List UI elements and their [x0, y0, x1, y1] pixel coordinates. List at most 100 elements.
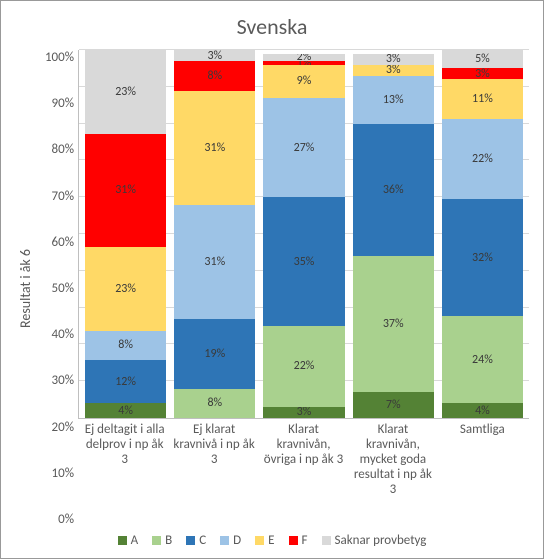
segment-D: 31%: [174, 205, 255, 319]
legend-swatch: [255, 536, 264, 545]
data-label: 2%: [297, 54, 312, 61]
data-label: 35%: [294, 255, 315, 269]
bar-0: 4%0%12%8%23%31%23%: [85, 50, 166, 418]
x-label-0: Ej deltagit i alla delprov i np åk 3: [84, 423, 165, 527]
data-label: 9%: [297, 74, 312, 88]
data-label: 12%: [115, 375, 136, 389]
data-label: 8%: [207, 396, 222, 410]
data-label: 3%: [297, 407, 312, 418]
data-label: 31%: [115, 183, 136, 197]
segment-F: 8%: [174, 61, 255, 90]
data-label: 31%: [204, 141, 225, 155]
bar-3: 7%37%36%13%3%0%3%: [353, 50, 434, 418]
segment-Saknar provbetyg: 3%: [174, 50, 255, 61]
segment-Saknar provbetyg: 3%: [353, 54, 434, 65]
data-label: 3%: [207, 50, 222, 61]
y-tick-label: 50%: [36, 281, 74, 296]
data-label: 1%: [297, 61, 312, 65]
legend-label: Saknar provbetyg: [335, 533, 427, 548]
legend-item-B: B: [152, 533, 172, 548]
segment-D: 22%: [442, 119, 523, 199]
y-tick-label: 70%: [36, 189, 74, 204]
data-label: 32%: [472, 251, 493, 265]
data-label: 24%: [472, 353, 493, 367]
x-label-1: Ej klarat kravnivå i np åk 3: [173, 423, 254, 527]
y-tick-label: 10%: [36, 466, 74, 481]
data-label: 37%: [383, 317, 404, 331]
y-axis-ticks: 100% 90% 80% 70% 60% 50% 40% 30% 20% 10% 0%: [36, 50, 78, 527]
segment-A: 3%: [263, 407, 344, 418]
legend: AB C D E F Saknar provbetyg: [15, 527, 529, 548]
y-tick-label: 60%: [36, 235, 74, 250]
legend-swatch: [322, 536, 331, 545]
segment-E: 31%: [174, 91, 255, 205]
data-label: 22%: [472, 152, 493, 166]
legend-swatch: [186, 536, 195, 545]
segment-E: 9%: [263, 65, 344, 98]
y-axis-label: Resultat i åk 6: [15, 50, 36, 527]
segment-Saknar provbetyg: 23%: [85, 50, 166, 134]
segment-E: 23%: [85, 247, 166, 331]
data-label: 23%: [115, 85, 136, 99]
bar-2: 3% 22% 35% 27% 9% 1%2%: [263, 50, 344, 418]
data-label: 13%: [383, 93, 404, 107]
data-label: 36%: [383, 183, 404, 197]
segment-B: 24%: [442, 316, 523, 403]
segment-F: 1%: [263, 61, 344, 65]
legend-label: A: [131, 533, 139, 548]
legend-item-Saknar provbetyg: Saknar provbetyg: [322, 533, 427, 548]
data-label: 4%: [118, 404, 133, 418]
segment-C: 12%: [85, 360, 166, 404]
segment-D: 8%: [85, 331, 166, 360]
legend-label: C: [199, 533, 206, 548]
legend-item-F: F: [289, 533, 308, 548]
data-label: 19%: [204, 347, 225, 361]
segment-E: 11%: [442, 79, 523, 119]
segment-F: 31%: [85, 134, 166, 247]
y-tick-label: 100%: [36, 50, 74, 65]
data-label: 4%: [475, 404, 490, 418]
legend-item-D: D: [220, 533, 241, 548]
chart-container: Svenska Resultat i åk 6 100%90%80%70%60%…: [0, 0, 544, 559]
data-label: 3%: [386, 65, 401, 76]
x-axis: Ej deltagit i alla delprov i np åk 3Ej k…: [78, 419, 529, 527]
segment-A: 4%: [442, 403, 523, 418]
y-tick-label: 20%: [36, 420, 74, 435]
y-tick-label: 40%: [36, 327, 74, 342]
legend-swatch: [220, 536, 229, 545]
bar-1: 0%8%19%31%31%8%3%: [174, 50, 255, 418]
segment-B: 8%: [174, 389, 255, 418]
data-label: 8%: [207, 69, 222, 83]
data-label: 31%: [204, 255, 225, 269]
legend-swatch: [118, 536, 127, 545]
segment-F: 3%: [442, 68, 523, 79]
segment-C: 19%: [174, 319, 255, 389]
segment-C: 36%: [353, 124, 434, 256]
segment-D: 27%: [263, 98, 344, 197]
data-label: 27%: [294, 141, 315, 155]
segment-C: 32%: [442, 199, 523, 316]
y-tick-label: 30%: [36, 373, 74, 388]
y-tick-label: 80%: [36, 142, 74, 157]
legend-label: E: [268, 533, 274, 548]
segment-A: 4%: [85, 403, 166, 418]
y-tick-label: 90%: [36, 96, 74, 111]
y-tick-label: 0%: [36, 512, 74, 527]
plot-wrap: Resultat i åk 6 100% 90% 80% 70% 60% 50% 40% 30…: [15, 50, 529, 527]
segment-A: 7%: [353, 392, 434, 418]
segment-B: 37%: [353, 256, 434, 392]
segment-Saknar provbetyg: 5%: [442, 50, 523, 68]
x-label-4: Samtliga: [442, 423, 523, 527]
x-label-2: Klarat kravnivån, övriga i np åk 3: [263, 423, 344, 527]
data-label: 22%: [294, 359, 315, 373]
data-label: 3%: [475, 68, 490, 79]
segment-Saknar provbetyg: 2%: [263, 54, 344, 61]
legend-label: F: [302, 533, 308, 548]
legend-label: D: [233, 533, 241, 548]
data-label: 5%: [475, 52, 490, 66]
segment-C: 35%: [263, 197, 344, 326]
legend-swatch: [152, 536, 161, 545]
legend-item-C: C: [186, 533, 206, 548]
segment-E: 3%: [353, 65, 434, 76]
data-label: 23%: [115, 282, 136, 296]
